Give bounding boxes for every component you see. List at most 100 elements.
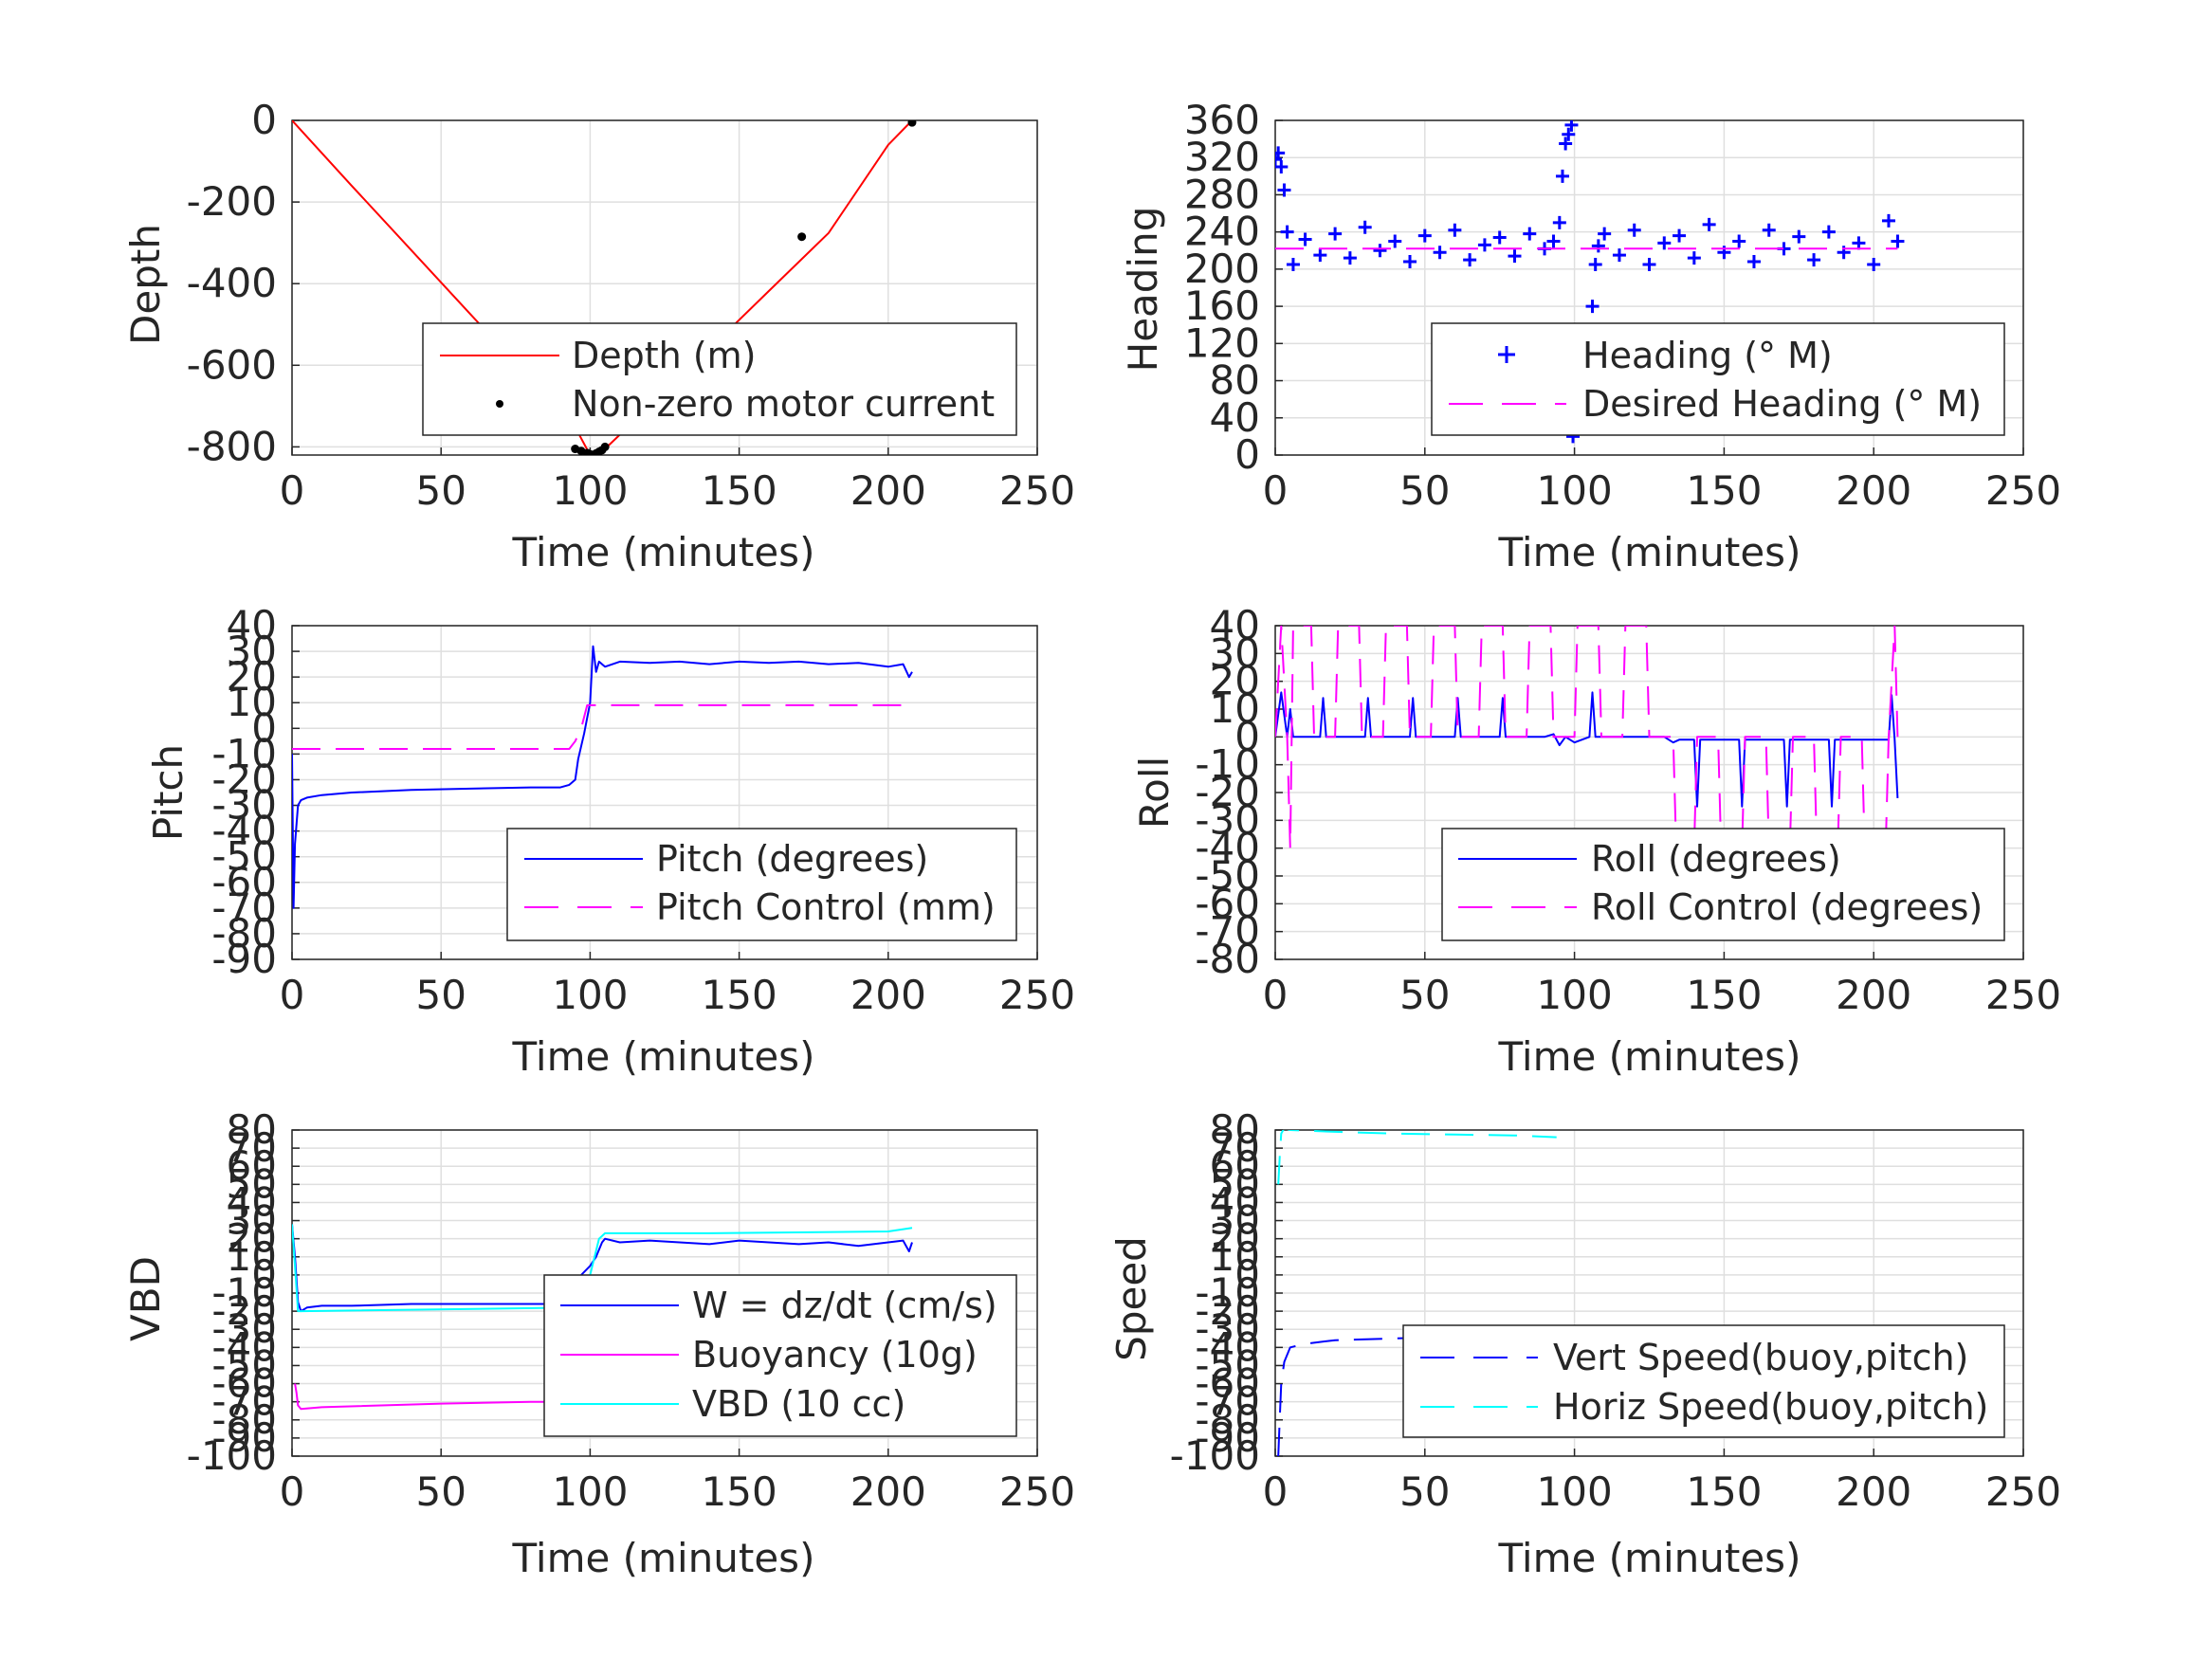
- depth-x-tick-label: 0: [280, 467, 305, 514]
- depth-series-1-point: [907, 120, 917, 127]
- roll-legend-box: [1441, 828, 2005, 941]
- speed-x-tick-label: 100: [1537, 1468, 1613, 1515]
- vbd-y-tick-label: -20: [211, 1287, 277, 1334]
- heading-series-0-marker: [1463, 253, 1477, 267]
- roll-x-tick-label: 250: [1985, 972, 2061, 1018]
- speed-y-axis-label: Speed: [1108, 1236, 1155, 1361]
- vbd-y-axis-label: VBD: [122, 1256, 169, 1341]
- roll-y-tick-label: -70: [1195, 908, 1260, 955]
- speed-x-tick-label: 0: [1263, 1468, 1289, 1515]
- speed-panel: 0 50 100 150 200 25080706050403020100-10-20-3…: [1108, 1106, 2061, 1581]
- roll-x-tick-label: 200: [1836, 972, 1911, 1018]
- heading-x-tick-label: 250: [1985, 467, 2061, 514]
- depth-axes-box: [291, 119, 1038, 456]
- heading-axes-box: [1274, 119, 2024, 456]
- heading-series-0-marker: [1555, 169, 1569, 183]
- depth-y-axis-label: Depth: [122, 224, 169, 345]
- heading-y-tick-label: 80: [1210, 357, 1260, 404]
- speed-y-tick-label: -30: [1195, 1305, 1260, 1352]
- heading-series-0-marker: [1562, 127, 1576, 141]
- pitch-y-tick-label: -60: [211, 859, 277, 905]
- heading-series-0-marker: [1807, 253, 1821, 267]
- roll-y-axis-label: Roll: [1131, 757, 1178, 829]
- heading-series-0-marker: [1275, 160, 1289, 174]
- speed-y-tick-label: 10: [1210, 1233, 1260, 1280]
- roll-series-1-line: [1275, 626, 1899, 849]
- heading-series-0-marker: [1477, 238, 1491, 252]
- vbd-series-0-line: [292, 1224, 913, 1313]
- roll-series-0-line: [1275, 691, 1899, 808]
- speed-legend-label-horiz: Horiz Speed(buoy,pitch): [1553, 1386, 1988, 1428]
- heading-y-axis-label: Heading: [1120, 207, 1166, 373]
- roll-legend-label-roll: Roll (degrees): [1591, 838, 1841, 880]
- speed-y-tick-label: 60: [1210, 1142, 1260, 1189]
- roll-legend-label-control: Roll Control (degrees): [1591, 886, 1983, 928]
- heading-series-0-marker: [1588, 257, 1602, 271]
- heading-legend: Heading (° M) Desired Heading (° M): [1431, 322, 2005, 436]
- roll-y-tick-label: -50: [1195, 852, 1260, 899]
- pitch-y-tick-label: 10: [227, 679, 277, 725]
- speed-y-tick-label: -10: [1195, 1269, 1260, 1316]
- heading-series-0-marker: [1417, 228, 1432, 243]
- pitch-x-axis-label: Time (minutes): [512, 1033, 815, 1080]
- heading-series-0-marker: [1627, 223, 1641, 237]
- roll-y-tick-label: -40: [1195, 825, 1260, 871]
- speed-x-tick-label: 50: [1399, 1468, 1450, 1515]
- vbd-x-tick-label: 250: [999, 1468, 1075, 1515]
- pitch-y-tick-label: 40: [227, 602, 277, 648]
- roll-y-tick-label: -30: [1195, 796, 1260, 843]
- vbd-y-tick-label: 20: [227, 1215, 277, 1262]
- speed-y-tick-label: 40: [1210, 1178, 1260, 1225]
- vbd-y-tick-label: -30: [211, 1305, 277, 1352]
- heading-series-0-marker: [1275, 153, 1282, 167]
- depth-x-tick-label: 150: [702, 467, 777, 514]
- depth-legend-swatch-motor: [496, 400, 503, 408]
- speed-x-axis-label: Time (minutes): [1498, 1535, 1801, 1581]
- vbd-y-tick-label: 70: [227, 1124, 277, 1171]
- heading-series-0-marker: [1687, 251, 1701, 265]
- roll-legend: Roll (degrees) Roll Control (degrees): [1441, 828, 2005, 941]
- heading-y-tick-label: 200: [1184, 246, 1260, 292]
- vbd-x-axis-label: Time (minutes): [512, 1535, 815, 1581]
- heading-series-0-marker: [1508, 249, 1522, 264]
- depth-legend: Depth (m) Non-zero motor current: [422, 322, 1017, 436]
- heading-series-0-marker: [1523, 227, 1537, 241]
- heading-x-tick-label: 150: [1686, 467, 1762, 514]
- roll-x-tick-label: 50: [1399, 972, 1450, 1018]
- heading-series-0-marker: [1358, 220, 1372, 234]
- pitch-x-tick-label: 200: [850, 972, 926, 1018]
- speed-x-tick-label: 200: [1836, 1468, 1911, 1515]
- pitch-y-tick-label: -50: [211, 833, 277, 880]
- roll-y-tick-label: 30: [1210, 629, 1260, 676]
- roll-x-tick-label: 150: [1686, 972, 1762, 1018]
- roll-y-tick-label: 0: [1234, 713, 1260, 759]
- roll-y-tick-label: -10: [1195, 741, 1260, 788]
- heading-panel: 0 50 100 150 200 2500408012016020024028032036…: [1120, 97, 2061, 575]
- roll-plot-area: [1275, 626, 1899, 849]
- speed-y-tick-label: 20: [1210, 1215, 1260, 1262]
- pitch-plot-area: [292, 645, 913, 909]
- pitch-x-tick-label: 50: [415, 972, 466, 1018]
- vbd-y-tick-label: -90: [211, 1414, 277, 1461]
- depth-x-tick-label: 50: [415, 467, 466, 514]
- heading-x-tick-label: 100: [1537, 467, 1613, 514]
- heading-series-0-marker: [1891, 234, 1905, 248]
- heading-series-0-marker: [1552, 215, 1566, 229]
- depth-series-1-point: [600, 442, 610, 451]
- vbd-x-tick-label: 0: [280, 1468, 305, 1515]
- speed-y-tick-label: -70: [1195, 1378, 1260, 1425]
- heading-series-0-marker: [1657, 236, 1672, 250]
- pitch-y-tick-label: -70: [211, 884, 277, 931]
- pitch-legend: Pitch (degrees) Pitch Control (mm): [506, 828, 1017, 941]
- heading-x-tick-label: 200: [1836, 467, 1911, 514]
- vbd-x-tick-label: 100: [552, 1468, 628, 1515]
- heading-y-tick-label: 360: [1184, 97, 1260, 143]
- pitch-legend-box: [506, 828, 1017, 941]
- depth-legend-box: [422, 322, 1017, 436]
- heading-series-0-marker: [1286, 257, 1300, 271]
- vbd-y-tick-label: 0: [251, 1251, 277, 1298]
- vbd-y-tick-label: 80: [227, 1106, 277, 1153]
- vbd-panel: 0 50 100 150 200 25080706050403020100-10-20-3…: [122, 1106, 1075, 1581]
- depth-y-tick-label: -600: [187, 341, 277, 388]
- speed-y-tick-label: -20: [1195, 1287, 1260, 1334]
